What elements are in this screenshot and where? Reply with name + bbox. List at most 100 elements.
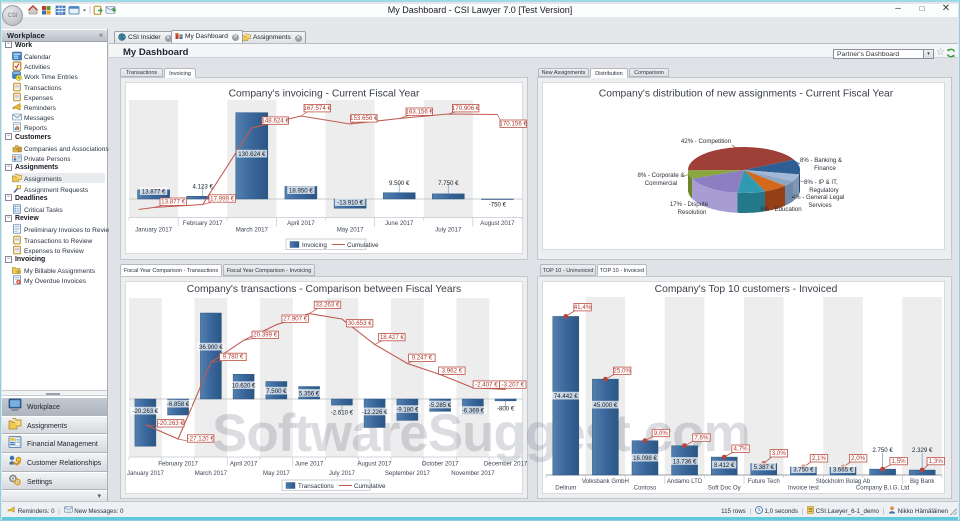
svg-text:2,0%: 2,0% [851,455,866,462]
svg-text:74.442 €: 74.442 € [554,393,578,400]
svg-text:5.387 €: 5.387 € [754,464,775,471]
svg-text:7.500 €: 7.500 € [266,388,287,395]
svg-text:Finance: Finance [814,165,836,172]
svg-text:October 2017: October 2017 [422,461,460,468]
svg-text:13.877 €: 13.877 € [161,199,186,206]
svg-text:December 2017: December 2017 [484,461,528,468]
svg-text:Cumulative: Cumulative [354,483,386,490]
svg-text:-6.858 €: -6.858 € [167,401,190,408]
svg-text:8.412 €: 8.412 € [714,462,735,469]
svg-text:February 2017: February 2017 [183,220,223,227]
svg-text:-5.285 €: -5.285 € [429,402,452,409]
svg-text:September 2017: September 2017 [385,470,431,477]
svg-text:10.620 €: 10.620 € [232,383,256,390]
svg-text:June 2017: June 2017 [295,461,324,468]
svg-text:9.500 €: 9.500 € [389,180,410,187]
svg-text:€: € [18,270,20,274]
svg-text:170.906 €: 170.906 € [452,105,480,112]
svg-text:Stockholm Bolag Ab: Stockholm Bolag Ab [816,478,871,485]
svg-text:8% - Banking &: 8% - Banking & [800,157,842,164]
svg-text:Company's Top 10 customers - I: Company's Top 10 customers - Invoiced [655,284,838,295]
svg-text:17.999 €: 17.999 € [210,195,235,202]
svg-text:42% - Competition: 42% - Competition [681,138,731,145]
svg-text:Delirum: Delirum [555,485,576,492]
svg-text:3.665 €: 3.665 € [833,467,854,474]
svg-text:36.900 €: 36.900 € [199,344,223,351]
svg-text:April 2017: April 2017 [287,220,315,227]
svg-text:Invoicing: Invoicing [302,242,327,249]
svg-text:2,1%: 2,1% [812,455,827,462]
svg-text:Transactions: Transactions [298,483,334,490]
svg-text:9,0%: 9,0% [654,430,669,437]
svg-text:13.736 €: 13.736 € [673,458,697,465]
svg-text:163.156 €: 163.156 € [405,109,433,116]
svg-text:Company's transactions - Compa: Company's transactions - Comparison betw… [187,284,461,295]
svg-text:November 2017: November 2017 [451,470,495,477]
svg-text:16.098 €: 16.098 € [633,455,657,462]
svg-text:Soft Doc Oy: Soft Doc Oy [708,485,742,492]
svg-text:3.750 €: 3.750 € [793,467,814,474]
svg-text:Big Bank: Big Bank [910,478,935,485]
svg-text:41,4%: 41,4% [574,304,592,311]
svg-text:13.877 €: 13.877 € [142,189,166,196]
svg-text:Company's invoicing - Current: Company's invoicing - Current Fiscal Yea… [229,89,420,100]
svg-text:February 2017: February 2017 [158,461,198,468]
svg-text:-750 €: -750 € [489,202,507,209]
svg-text:-13.910 €: -13.910 € [337,200,363,207]
svg-text:167.574 €: 167.574 € [303,105,331,112]
svg-text:Company's distribution of new: Company's distribution of new assignment… [599,89,894,100]
svg-text:3.962 €: 3.962 € [442,368,463,375]
svg-text:4,7%: 4,7% [734,446,749,453]
svg-text:2.329 €: 2.329 € [912,447,933,454]
svg-text:5.356 €: 5.356 € [299,390,320,397]
svg-text:18.950 €: 18.950 € [289,188,313,195]
svg-text:25,0%: 25,0% [613,368,631,375]
svg-text:-3.207 €: -3.207 € [501,381,524,388]
svg-text:Invoice test: Invoice test [788,485,819,492]
svg-text:July 2017: July 2017 [329,470,356,477]
svg-text:4% - General Legal: 4% - General Legal [792,194,845,201]
svg-text:153.656 €: 153.656 € [350,115,378,122]
svg-text:March 2017: March 2017 [195,470,228,477]
svg-text:Company B.I.G. Ltd: Company B.I.G. Ltd [856,485,910,492]
svg-text:9.247 €: 9.247 € [412,355,433,362]
svg-text:20.399 €: 20.399 € [253,332,278,339]
svg-text:-800 €: -800 € [497,406,515,413]
svg-text:Future Tech: Future Tech [748,478,780,485]
svg-text:May 2017: May 2017 [263,470,290,477]
svg-text:148.624 €: 148.624 € [261,117,289,124]
svg-text:Commercial: Commercial [645,180,678,187]
svg-text:June 2017: June 2017 [385,220,414,227]
svg-text:-20.263 €: -20.263 € [133,408,159,415]
svg-text:-12.226 €: -12.226 € [362,409,388,416]
svg-text:7.750 €: 7.750 € [438,180,459,187]
svg-text:August 2017: August 2017 [480,220,515,227]
svg-text:August 2017: August 2017 [357,461,392,468]
svg-text:45.000 €: 45.000 € [594,402,618,409]
svg-text:-2.407 €: -2.407 € [475,381,498,388]
svg-text:2.750 €: 2.750 € [872,447,893,454]
svg-text:March 2017: March 2017 [236,227,269,234]
svg-text:-20.263 €: -20.263 € [158,420,185,427]
svg-text:7,6%: 7,6% [694,434,709,441]
svg-text:27.907 €: 27.907 € [283,316,308,323]
svg-text:Contoso: Contoso [634,485,657,492]
svg-text:4.123 €: 4.123 € [193,184,214,191]
svg-text:33.263 €: 33.263 € [315,302,340,309]
svg-text:8% - Education: 8% - Education [760,206,801,213]
svg-text:Resolution: Resolution [678,209,707,216]
svg-text:January 2017: January 2017 [127,470,165,477]
svg-text:17% - Dispute: 17% - Dispute [670,201,709,208]
svg-text:Services: Services [808,202,831,209]
svg-text:30.653 €: 30.653 € [348,320,373,327]
svg-text:-27.120 €: -27.120 € [188,435,215,442]
svg-text:Volksbank GmbH: Volksbank GmbH [582,478,629,485]
svg-text:1,5%: 1,5% [892,458,907,465]
svg-text:July 2017: July 2017 [435,227,462,234]
svg-text:May 2017: May 2017 [337,227,364,234]
svg-text:130.624 €: 130.624 € [238,151,266,158]
svg-text:Cumulative: Cumulative [347,242,379,249]
svg-text:Andamo LTD: Andamo LTD [667,478,703,485]
svg-text:8% - IP & IT,: 8% - IP & IT, [804,179,838,186]
svg-text:9.780 €: 9.780 € [223,354,244,361]
